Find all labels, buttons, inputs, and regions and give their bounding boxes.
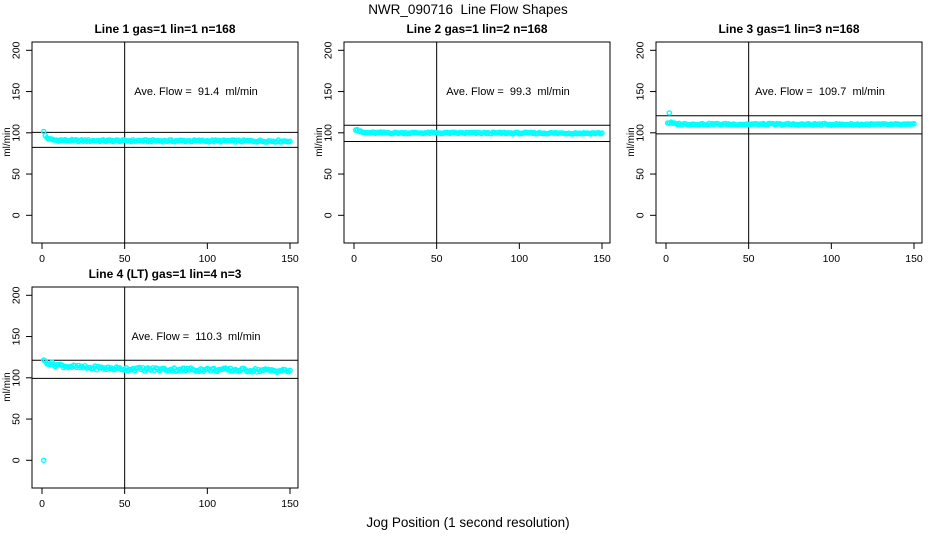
x-axis-title: Jog Position (1 second resolution) xyxy=(366,515,570,530)
y-axis: 0 50 100 150 200 ml/min xyxy=(314,41,344,218)
svg-text:0: 0 xyxy=(39,498,45,509)
line-1-plot: 0 50 100 150 200 ml/min 0 50 100 150 xyxy=(2,41,299,264)
line-3-plot: 0 50 100 150 200 ml/min 0 50 100 150 xyxy=(626,41,923,264)
outlier-point xyxy=(666,110,673,116)
x-axis: 0 50 100 150 xyxy=(39,488,299,509)
reference-lines xyxy=(32,287,298,488)
ave-flow-label: Ave. Flow = 91.4 ml/min xyxy=(134,86,258,98)
svg-text:0: 0 xyxy=(351,253,357,264)
svg-text:200: 200 xyxy=(11,286,23,304)
svg-text:0: 0 xyxy=(323,212,335,218)
y-axis: 0 50 100 150 200 ml/min xyxy=(2,286,32,463)
y-axis-label: ml/min xyxy=(2,127,13,156)
panel-line-2: 0 50 100 150 200 ml/min 0 50 100 150 Line 2 gas=1… xyxy=(312,14,624,264)
svg-text:150: 150 xyxy=(635,83,647,101)
svg-text:150: 150 xyxy=(11,83,23,101)
ave-flow-label: Ave. Flow = 109.7 ml/min xyxy=(755,86,885,98)
panel-title: Line 1 gas=1 lin=1 n=168 xyxy=(94,22,236,36)
x-axis: 0 50 100 150 xyxy=(39,243,299,264)
svg-text:100: 100 xyxy=(11,369,23,387)
data-points xyxy=(352,126,605,137)
svg-text:200: 200 xyxy=(11,41,23,59)
svg-text:100: 100 xyxy=(11,124,23,142)
svg-text:100: 100 xyxy=(199,498,217,509)
svg-text:200: 200 xyxy=(323,41,335,59)
svg-text:150: 150 xyxy=(323,83,335,101)
panel-line-3: 0 50 100 150 200 ml/min 0 50 100 150 Line 3 gas=1… xyxy=(624,14,936,264)
svg-text:150: 150 xyxy=(905,253,923,264)
ave-flow-label: Ave. Flow = 99.3 ml/min xyxy=(446,86,570,98)
y-axis-label: ml/min xyxy=(314,127,325,156)
svg-text:0: 0 xyxy=(663,253,669,264)
plot-box xyxy=(31,41,299,244)
svg-text:50: 50 xyxy=(431,253,443,264)
svg-text:50: 50 xyxy=(323,168,335,180)
line-2-plot: 0 50 100 150 200 ml/min 0 50 100 150 xyxy=(314,41,611,264)
data-points xyxy=(40,357,293,464)
svg-text:150: 150 xyxy=(281,253,299,264)
svg-text:50: 50 xyxy=(11,168,23,180)
panel-line-1: 0 50 100 150 200 ml/min 0 50 100 150 Line 1 gas=1… xyxy=(0,14,312,264)
svg-text:0: 0 xyxy=(11,212,23,218)
outlier-point xyxy=(40,457,47,464)
panel-line-4: 0 50 100 150 200 ml/min 0 50 100 150 Line 4 (LT) … xyxy=(0,259,312,509)
reference-lines xyxy=(344,42,610,243)
y-axis: 0 50 100 150 200 ml/min xyxy=(2,41,32,218)
panel-title: Line 2 gas=1 lin=2 n=168 xyxy=(406,22,548,36)
svg-text:0: 0 xyxy=(39,253,45,264)
ave-flow-label: Ave. Flow = 110.3 ml/min xyxy=(131,331,261,343)
line-4-plot: 0 50 100 150 200 ml/min 0 50 100 150 xyxy=(2,286,299,509)
panel-title: Line 3 gas=1 lin=3 n=168 xyxy=(718,22,860,36)
svg-text:100: 100 xyxy=(635,124,647,142)
svg-text:100: 100 xyxy=(323,124,335,142)
data-points xyxy=(664,110,917,128)
plot-box xyxy=(343,41,611,244)
x-axis: 0 50 100 150 xyxy=(663,243,923,264)
panel-title: Line 4 (LT) gas=1 lin=4 n=3 xyxy=(88,267,242,281)
svg-text:50: 50 xyxy=(743,253,755,264)
svg-text:50: 50 xyxy=(119,253,131,264)
y-axis-label: ml/min xyxy=(2,372,13,401)
y-axis-label: ml/min xyxy=(626,127,637,156)
svg-text:50: 50 xyxy=(635,168,647,180)
svg-text:100: 100 xyxy=(823,253,841,264)
svg-text:50: 50 xyxy=(11,413,23,425)
svg-text:50: 50 xyxy=(119,498,131,509)
svg-text:0: 0 xyxy=(11,457,23,463)
data-points xyxy=(40,128,293,145)
svg-text:200: 200 xyxy=(635,41,647,59)
svg-text:150: 150 xyxy=(11,328,23,346)
svg-text:0: 0 xyxy=(635,212,647,218)
svg-text:150: 150 xyxy=(281,498,299,509)
svg-text:100: 100 xyxy=(511,253,529,264)
x-axis: 0 50 100 150 xyxy=(351,243,611,264)
svg-text:150: 150 xyxy=(593,253,611,264)
y-axis: 0 50 100 150 200 ml/min xyxy=(626,41,656,218)
svg-text:100: 100 xyxy=(199,253,217,264)
plot-box xyxy=(655,41,923,244)
chart-main-title: NWR_090716 Line Flow Shapes xyxy=(368,2,568,17)
reference-lines xyxy=(656,42,922,243)
plot-box xyxy=(31,286,299,489)
